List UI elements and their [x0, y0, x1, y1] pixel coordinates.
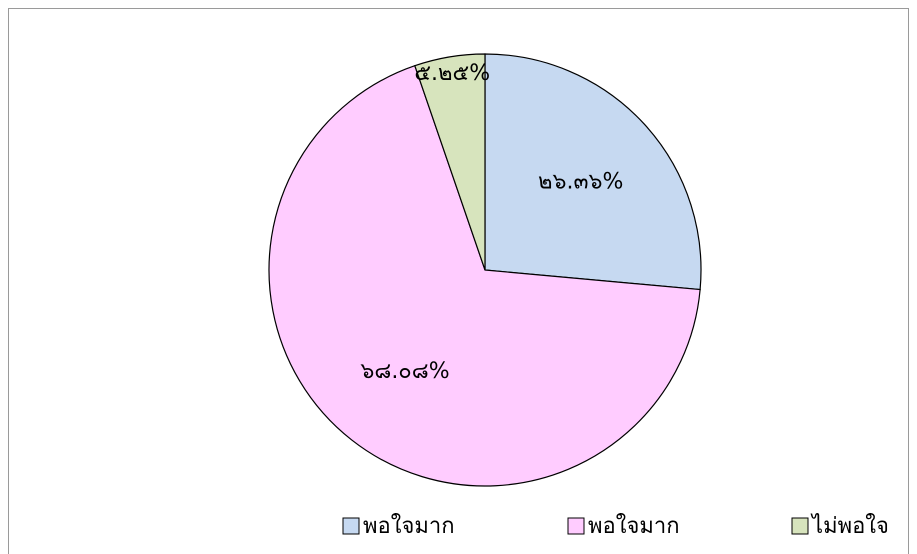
- pie-slice: [484, 53, 702, 291]
- legend-swatch: [791, 517, 809, 535]
- legend-swatch: [567, 517, 585, 535]
- legend-label: ไม่พอใจ: [810, 513, 889, 539]
- legend-label: พอใจมาก: [363, 513, 455, 539]
- legend-swatch: [342, 517, 360, 535]
- data-label: ๕.๒๕%: [414, 61, 490, 86]
- pie-slice: [268, 64, 701, 487]
- pie-slice: [414, 53, 486, 271]
- legend-label: พอใจมาก: [588, 513, 680, 539]
- data-label: ๖๘.๐๘%: [360, 359, 449, 384]
- data-label: ๒๖.๓๖%: [538, 170, 623, 195]
